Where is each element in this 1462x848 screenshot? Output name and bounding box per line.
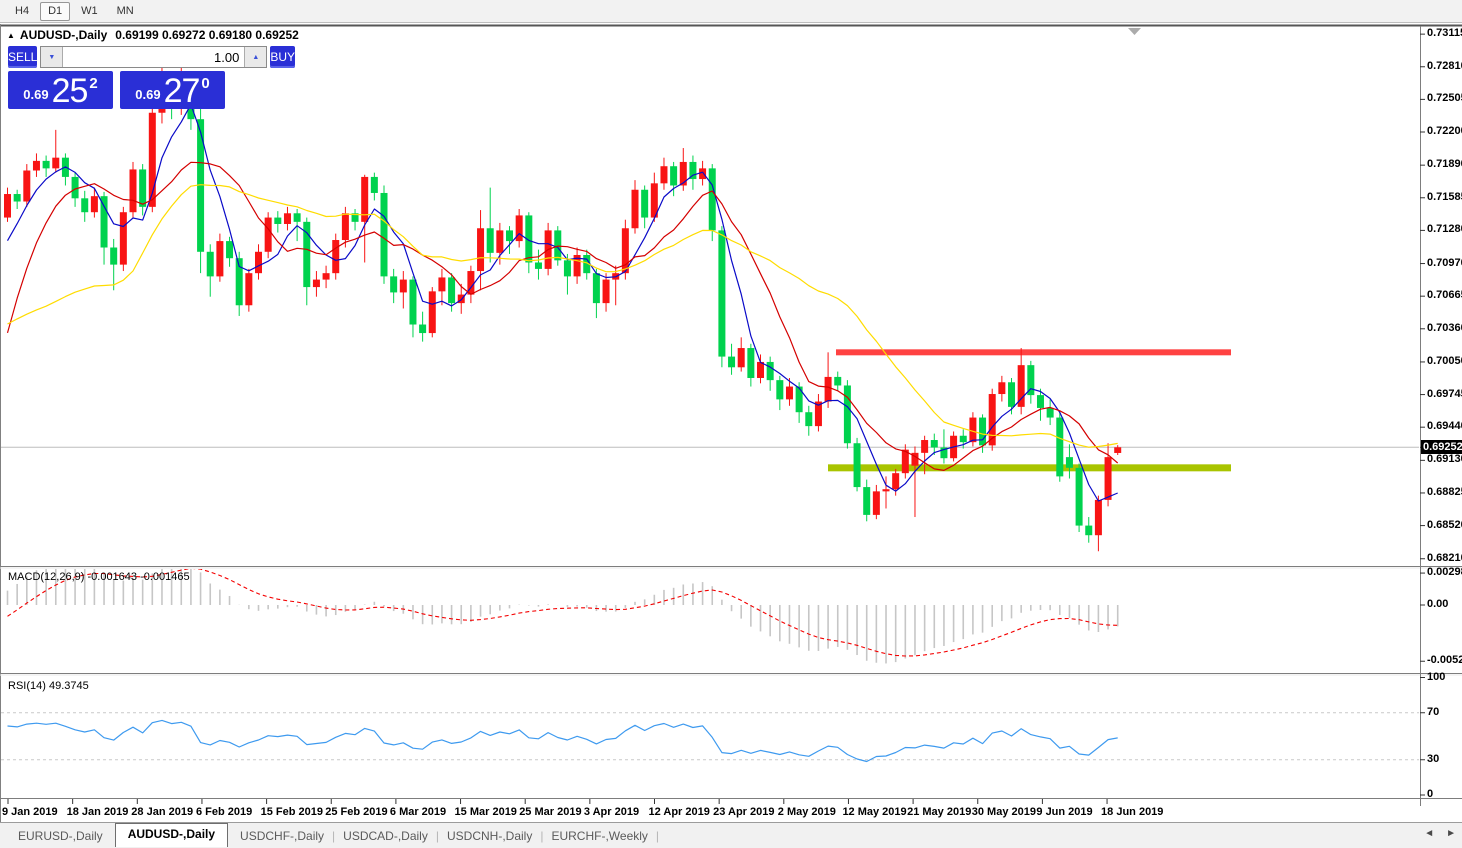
time-axis-label: 23 Apr 2019	[713, 806, 775, 818]
trade-panel-prices: 0.69 25 2 0.69 27 0	[8, 71, 225, 109]
buy-button[interactable]: BUY	[270, 46, 296, 68]
sell-price-display[interactable]: 0.69 25 2	[8, 71, 113, 109]
volume-input[interactable]	[63, 47, 245, 67]
tab-separator: |	[435, 828, 439, 843]
timeframe-button-mn[interactable]: MN	[116, 4, 134, 17]
tabs-scroll-left-button[interactable]: ◄	[1424, 828, 1435, 839]
chart-canvas[interactable]	[0, 24, 1462, 822]
tab-usdcnh-daily[interactable]: USDCNH-,Daily	[446, 828, 533, 843]
tab-eurusd-daily[interactable]: EURUSD-,Daily	[18, 828, 103, 843]
time-axis-label: 25 Mar 2019	[519, 806, 582, 818]
tabs-scroll-right-button[interactable]: ►	[1446, 828, 1456, 839]
time-axis-label: 12 May 2019	[842, 806, 907, 818]
sell-price-main: 25	[51, 72, 89, 110]
time-axis-label: 15 Feb 2019	[260, 806, 323, 818]
buy-price-display[interactable]: 0.69 27 0	[120, 71, 225, 109]
time-axis-label: 18 Jan 2019	[66, 806, 129, 818]
macd-axis-label: 0.002984	[1427, 566, 1462, 579]
timeframe-toolbar: H4 D1 W1 MN	[0, 0, 1462, 23]
volume-increase-button[interactable]: ▲	[244, 47, 267, 67]
timeframe-button-w1[interactable]: W1	[81, 4, 98, 17]
chart-window: ▲ AUDUSD-,Daily 0.69199 0.69272 0.69180 0.…	[0, 24, 1462, 822]
price-axis-label: 0.70665	[1427, 289, 1462, 302]
rsi-axis-label: 70	[1427, 705, 1440, 718]
chart-tabs-bar: EURUSD-,Daily AUDUSD-,Daily USDCHF-,Daily |…	[0, 822, 1462, 848]
support-line[interactable]	[828, 464, 1231, 472]
time-axis-label: 9 Jun 2019	[1036, 806, 1093, 818]
buy-price-pip: 0	[201, 75, 210, 92]
tabs-scroll-arrows: ◄ ►	[1424, 826, 1456, 842]
tab-separator: |	[540, 828, 544, 843]
current-price-tag: 0.69252	[1421, 440, 1462, 455]
macd-indicator	[6, 569, 1119, 664]
tab-separator: |	[655, 828, 660, 843]
tab-separator: |	[332, 828, 336, 843]
tab-usdcad-daily[interactable]: USDCAD-,Daily	[343, 828, 428, 843]
buy-price-main: 27	[163, 72, 201, 110]
moving-average-5	[6, 103, 1118, 502]
macd-signal-line	[7, 569, 1118, 657]
tab-audusd-daily[interactable]: AUDUSD-,Daily	[114, 822, 229, 847]
timeframe-button-h4[interactable]: H4	[15, 4, 30, 17]
time-axis-label: 25 Feb 2019	[325, 806, 388, 818]
rsi-axis-label: 100	[1427, 670, 1446, 683]
tab-eurchf-weekly[interactable]: EURCHF-,Weekly	[551, 828, 648, 843]
ohlc-quote: 0.69199 0.69272 0.69180 0.69252	[115, 28, 299, 42]
sell-price-pip: 2	[89, 75, 98, 92]
rsi-label: RSI(14) 49.3745	[8, 680, 89, 692]
moving-average-24	[7, 184, 1118, 448]
time-axis-label: 2 May 2019	[777, 806, 836, 818]
moving-average-10	[6, 161, 1119, 471]
volume-spinner: ▼ ▲	[40, 46, 268, 68]
rsi-axis-label: 0	[1427, 788, 1434, 800]
timeframe-button-d1[interactable]: D1	[40, 1, 71, 21]
price-axis-label: 0.68825	[1427, 485, 1462, 498]
collapse-arrow-icon[interactable]: ▲	[7, 31, 15, 40]
buy-price-prefix: 0.69	[135, 87, 161, 102]
macd-label: MACD(12,26,9) -0.001643 -0.001465	[8, 571, 190, 583]
time-axis-label: 21 May 2019	[907, 806, 972, 818]
time-axis-label: 18 Jun 2019	[1101, 806, 1164, 818]
macd-axis-label: -0.005256	[1427, 654, 1462, 667]
volume-decrease-button[interactable]: ▼	[41, 47, 64, 67]
time-axis-label: 6 Mar 2019	[389, 806, 447, 818]
resistance-line[interactable]	[836, 349, 1231, 356]
tab-usdchf-daily[interactable]: USDCHF-,Daily	[240, 828, 325, 843]
rsi-line	[7, 719, 1118, 763]
price-axis-label: 0.72505	[1427, 92, 1462, 105]
time-axis-label: 30 May 2019	[971, 806, 1036, 818]
trade-panel-controls: SELL ▼ ▲ BUY	[8, 46, 296, 68]
time-axis-label: 15 Mar 2019	[454, 806, 517, 818]
price-axis-label: 0.69745	[1427, 387, 1462, 400]
rsi-axis-label: 30	[1427, 752, 1440, 765]
time-axis-label: 12 Apr 2019	[648, 806, 710, 818]
chart-title: ▲ AUDUSD-,Daily 0.69199 0.69272 0.69180 0.…	[7, 28, 299, 42]
sell-price-prefix: 0.69	[23, 87, 49, 102]
chart-shift-marker-icon	[1128, 28, 1141, 35]
macd-axis-label: 0.00	[1427, 598, 1449, 610]
time-axis-label: 6 Feb 2019	[195, 806, 253, 818]
symbol-name: AUDUSD-,Daily	[19, 28, 108, 42]
time-axis-label: 28 Jan 2019	[131, 806, 194, 818]
time-axis-label: 9 Jan 2019	[2, 806, 58, 818]
price-axis-label: 0.71585	[1427, 190, 1462, 203]
sell-button[interactable]: SELL	[8, 46, 38, 68]
price-axis-label: 0.73115	[1427, 27, 1462, 40]
time-axis-label: 3 Apr 2019	[583, 806, 640, 818]
candlesticks	[4, 51, 1122, 552]
